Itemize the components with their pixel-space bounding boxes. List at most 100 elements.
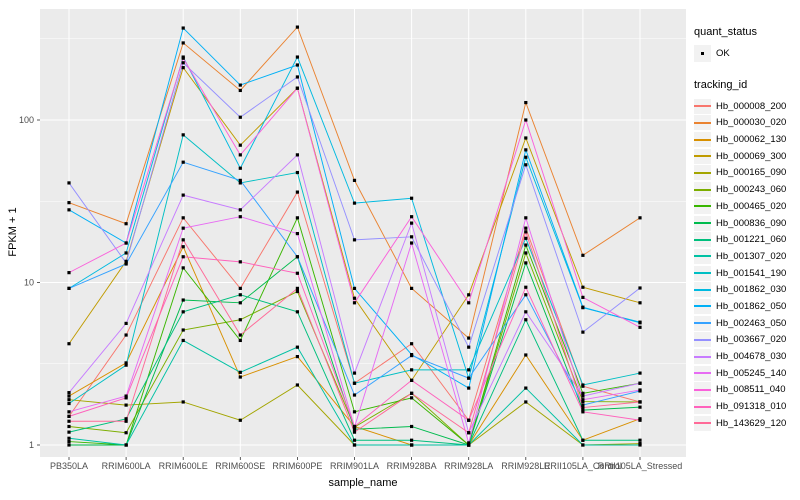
- data-point: [67, 436, 71, 440]
- data-point: [181, 238, 185, 242]
- data-point: [524, 136, 528, 140]
- data-point: [67, 286, 71, 290]
- data-point: [181, 266, 185, 270]
- legend-item-Hb_000008_200: Hb_000008_200: [694, 98, 798, 114]
- data-point: [410, 396, 414, 400]
- series-color-line-icon: [694, 105, 711, 108]
- data-point: [238, 418, 242, 422]
- data-point: [181, 328, 185, 332]
- data-point: [524, 236, 528, 240]
- series-color-line-icon: [694, 138, 711, 141]
- data-point: [67, 430, 71, 434]
- legend-title-quant-status: quant_status: [694, 26, 757, 38]
- data-point: [124, 417, 128, 421]
- data-point: [410, 235, 414, 239]
- data-point: [181, 338, 185, 343]
- data-point: [295, 345, 299, 349]
- series-color-line-icon: [694, 405, 711, 408]
- data-point: [581, 443, 585, 447]
- data-point: [638, 381, 642, 385]
- x-tick-label: RRIM928BA: [387, 461, 437, 471]
- data-point: [238, 166, 242, 170]
- data-point: [410, 241, 414, 245]
- data-point: [124, 361, 128, 365]
- data-point: [524, 148, 528, 152]
- data-point: [67, 398, 71, 402]
- data-point: [238, 286, 242, 290]
- legend-item-Hb_000069_300: Hb_000069_300: [694, 148, 798, 164]
- data-point: [295, 354, 299, 359]
- data-point: [124, 363, 128, 367]
- data-point: [581, 399, 585, 404]
- data-point: [124, 241, 128, 245]
- data-point: [581, 398, 585, 402]
- legend-label: Hb_000243_060: [716, 184, 787, 196]
- legend-item-ok: OK: [694, 45, 798, 62]
- data-point: [638, 438, 642, 442]
- legend-item-Hb_005245_140: Hb_005245_140: [694, 365, 798, 381]
- data-point: [295, 383, 299, 387]
- series-color-line-icon: [694, 205, 711, 208]
- x-tick-label: RRIM600LA: [102, 461, 151, 471]
- data-point: [410, 196, 414, 200]
- x-tick-label: RRII105LA_Stressed: [598, 461, 683, 471]
- legend-key-box: [694, 282, 711, 298]
- data-point: [124, 261, 128, 265]
- data-point: [238, 375, 242, 379]
- data-point: [352, 424, 357, 429]
- legend-key-box: [694, 198, 711, 214]
- data-point: [638, 371, 642, 375]
- data-point: [181, 56, 185, 60]
- data-point: [467, 336, 471, 340]
- data-point: [581, 410, 585, 414]
- data-point: [295, 216, 299, 220]
- series-color-line-icon: [694, 121, 711, 124]
- data-point: [181, 255, 185, 259]
- series-color-line-icon: [694, 372, 711, 375]
- legend-item-Hb_004678_030: Hb_004678_030: [694, 349, 798, 364]
- series-color-line-icon: [694, 272, 711, 275]
- data-point: [67, 424, 71, 429]
- legend-item-Hb_000030_020: Hb_000030_020: [694, 115, 798, 131]
- data-point: [410, 342, 414, 346]
- data-point: [181, 216, 185, 220]
- data-point: [581, 285, 585, 289]
- data-point: [238, 338, 242, 343]
- legend-label: Hb_001541_190: [716, 267, 787, 279]
- legend-key-box: [694, 365, 711, 381]
- data-point: [638, 216, 642, 220]
- legend-key-box: [694, 232, 711, 248]
- tracking-id-legend-list: Hb_000008_200 Hb_000030_020 Hb_000062_130 H…: [694, 98, 798, 431]
- data-point: [295, 25, 299, 29]
- data-point: [581, 330, 585, 334]
- data-point: [238, 260, 242, 264]
- x-tick-label: RRIM928LA: [444, 461, 493, 471]
- data-point: [295, 231, 299, 236]
- data-point: [124, 396, 128, 400]
- series-color-line-icon: [694, 188, 711, 191]
- data-point: [638, 286, 642, 290]
- data-point: [581, 438, 585, 442]
- data-point: [124, 222, 128, 226]
- legend-label: Hb_000836_090: [716, 217, 787, 229]
- ok-key-box: [694, 45, 711, 62]
- series-color-line-icon: [694, 171, 711, 174]
- data-point: [67, 181, 71, 185]
- legend: quant_status OK tracking_id Hb_000008_20…: [694, 26, 798, 432]
- legend-label: Hb_000008_200: [716, 100, 787, 112]
- data-point: [467, 441, 471, 445]
- legend-key-box: [694, 415, 711, 431]
- legend-item-Hb_001541_190: Hb_001541_190: [694, 265, 798, 281]
- data-point: [181, 193, 185, 197]
- data-point: [181, 298, 185, 302]
- data-point: [295, 63, 299, 67]
- legend-label: Hb_091318_010: [716, 401, 787, 413]
- data-point: [67, 201, 71, 205]
- data-point: [67, 391, 71, 395]
- data-point: [238, 215, 242, 219]
- data-point: [638, 418, 642, 422]
- data-point: [238, 115, 242, 119]
- data-point: [638, 321, 642, 325]
- data-point: [638, 443, 642, 447]
- data-point: [410, 378, 414, 382]
